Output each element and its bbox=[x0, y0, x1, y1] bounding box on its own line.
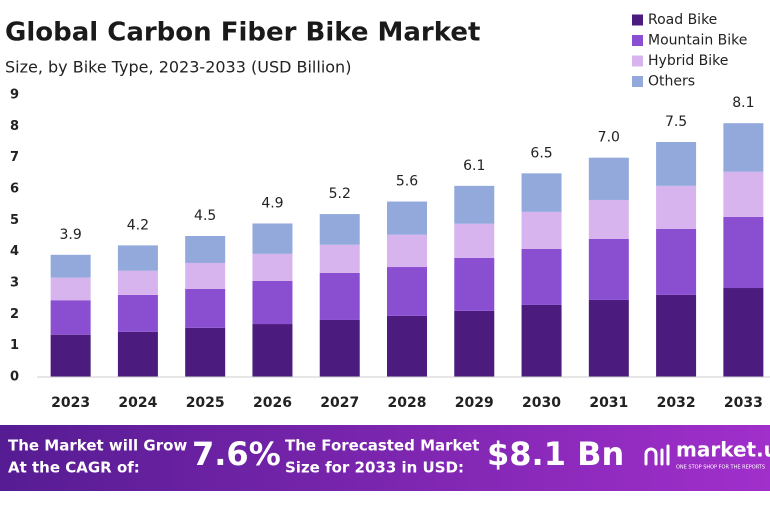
bar-segment bbox=[117, 245, 158, 271]
bar-segment bbox=[588, 199, 629, 239]
x-tick-label: 2032 bbox=[657, 395, 696, 411]
y-tick-label: 3 bbox=[10, 276, 19, 291]
bar-segment bbox=[723, 123, 764, 172]
x-tick-label: 2029 bbox=[455, 395, 494, 411]
y-tick-label: 4 bbox=[10, 244, 19, 259]
bar-segment bbox=[319, 214, 360, 245]
tagline: ONE STOP SHOP FOR THE REPORTS bbox=[676, 465, 765, 471]
bar-segment bbox=[454, 310, 495, 377]
bar-segment bbox=[387, 201, 427, 235]
brand: market.us bbox=[676, 438, 770, 462]
bar-segment bbox=[117, 270, 158, 295]
y-tick-label: 6 bbox=[10, 182, 19, 197]
bar-segment bbox=[454, 185, 495, 224]
legend-label: Hybrid Bike bbox=[648, 53, 728, 69]
legend-swatch bbox=[632, 35, 643, 46]
total-label: 4.2 bbox=[127, 217, 149, 233]
bar-segment bbox=[521, 248, 562, 305]
bar-segment bbox=[185, 262, 226, 289]
bar-segment bbox=[656, 142, 697, 186]
bar-segment bbox=[656, 294, 697, 377]
x-tick-label: 2030 bbox=[522, 395, 561, 411]
total-label: 7.0 bbox=[598, 130, 620, 146]
bar-segment bbox=[521, 304, 562, 377]
bar-segment bbox=[387, 315, 427, 377]
x-tick-label: 2023 bbox=[51, 395, 90, 411]
bar-segment bbox=[252, 324, 293, 377]
bar-segment bbox=[454, 257, 495, 311]
x-tick-label: 2033 bbox=[724, 395, 763, 411]
brand-icon bbox=[644, 444, 670, 466]
y-tick-label: 8 bbox=[10, 119, 19, 134]
x-tick-label: 2025 bbox=[186, 395, 225, 411]
bar-segment bbox=[387, 267, 427, 316]
total-label: 5.2 bbox=[329, 186, 351, 202]
y-tick-label: 1 bbox=[10, 338, 19, 353]
bar-segment bbox=[656, 185, 697, 229]
y-tick-label: 7 bbox=[10, 150, 19, 165]
bar-segment bbox=[117, 331, 158, 377]
banner-text: Size for 2033 in USD: bbox=[285, 459, 464, 477]
legend-label: Road Bike bbox=[648, 12, 717, 28]
y-tick-label: 2 bbox=[10, 307, 19, 322]
bar-segment bbox=[723, 171, 764, 217]
chart-subtitle: Size, by Bike Type, 2023-2033 (USD Billi… bbox=[5, 58, 351, 77]
y-tick-label: 5 bbox=[10, 213, 19, 228]
bar-segment bbox=[521, 211, 562, 249]
bar-segment bbox=[588, 299, 629, 377]
bar-segment bbox=[252, 280, 293, 325]
bar-segment bbox=[454, 223, 495, 258]
bar-segment bbox=[50, 300, 91, 335]
bar-segment bbox=[319, 272, 360, 320]
bar-segment bbox=[185, 288, 226, 328]
banner-text: The Forecasted Market bbox=[285, 437, 479, 455]
legend-swatch bbox=[632, 76, 643, 87]
y-tick-label: 0 bbox=[10, 370, 19, 385]
banner bbox=[0, 425, 770, 491]
legend-swatch bbox=[632, 14, 643, 26]
x-tick-label: 2028 bbox=[388, 395, 427, 411]
bar-segment bbox=[656, 228, 697, 295]
total-label: 4.9 bbox=[261, 195, 283, 211]
total-label: 6.1 bbox=[463, 158, 485, 174]
chart-title: Global Carbon Fiber Bike Market bbox=[5, 18, 480, 48]
banner-text: At the CAGR of: bbox=[8, 459, 140, 477]
bar-segment bbox=[588, 157, 629, 200]
banner-forecast: $8.1 Bn bbox=[487, 435, 624, 473]
bar-segment bbox=[387, 234, 427, 268]
total-label: 5.6 bbox=[396, 174, 418, 190]
x-tick-label: 2031 bbox=[589, 395, 628, 411]
legend-label: Others bbox=[648, 74, 695, 90]
total-label: 7.5 bbox=[665, 114, 687, 130]
y-tick-label: 9 bbox=[10, 88, 19, 103]
bar-segment bbox=[50, 334, 91, 377]
bar-segment bbox=[521, 173, 562, 212]
legend-swatch bbox=[632, 55, 643, 67]
x-tick-label: 2026 bbox=[253, 395, 292, 411]
bar-segment bbox=[117, 294, 158, 332]
total-label: 4.5 bbox=[194, 208, 216, 224]
banner-cagr: 7.6% bbox=[192, 435, 281, 473]
bar-segment bbox=[252, 253, 293, 281]
banner-text: The Market will Grow bbox=[8, 437, 187, 455]
bar-segment bbox=[588, 238, 629, 300]
total-label: 3.9 bbox=[60, 227, 82, 243]
bar-segment bbox=[319, 244, 360, 273]
bar-segment bbox=[185, 236, 226, 263]
bar-segment bbox=[50, 254, 91, 278]
legend-label: Mountain Bike bbox=[648, 33, 747, 49]
total-label: 6.5 bbox=[530, 145, 552, 161]
bar-segment bbox=[50, 277, 91, 301]
bar-segment bbox=[185, 327, 226, 377]
x-tick-label: 2024 bbox=[118, 395, 157, 411]
total-label: 8.1 bbox=[732, 95, 754, 111]
bar-segment bbox=[252, 223, 293, 254]
bar-segment bbox=[319, 319, 360, 377]
x-tick-label: 2027 bbox=[320, 395, 359, 411]
bar-segment bbox=[723, 216, 764, 289]
bar-segment bbox=[723, 288, 764, 377]
